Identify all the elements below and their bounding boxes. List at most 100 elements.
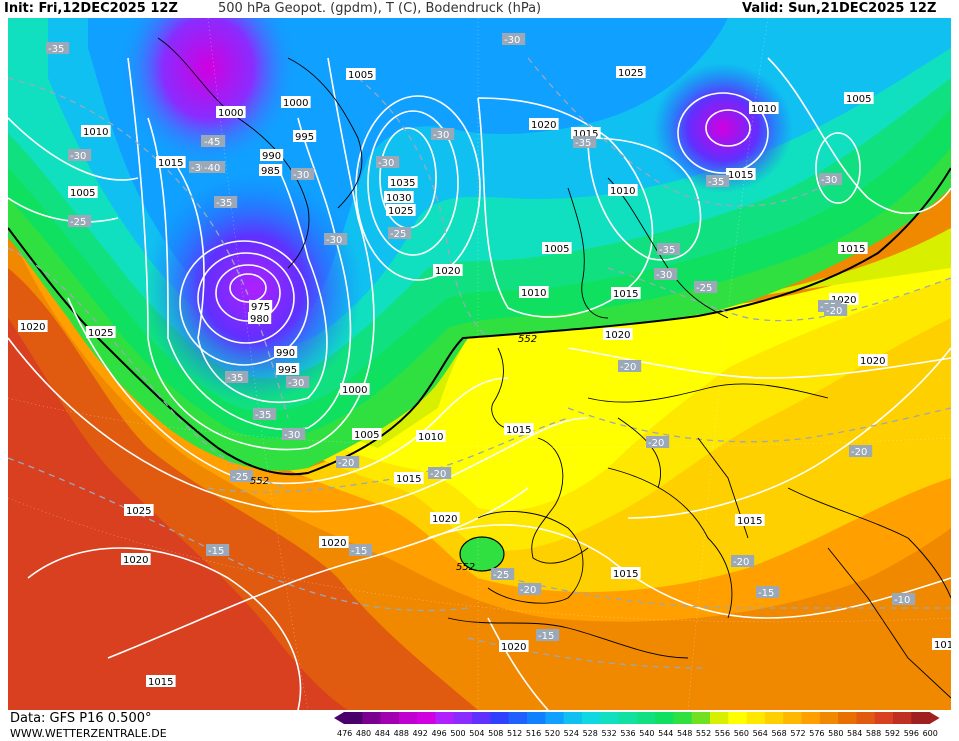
- label-text: -15: [758, 588, 774, 599]
- temp-label: -30: [324, 233, 348, 246]
- legend-swatch: [691, 712, 711, 724]
- legend-tick-label: 488: [394, 729, 409, 738]
- legend-tick-label: 528: [583, 729, 598, 738]
- label-box: [838, 242, 868, 254]
- temp-label: -20: [428, 467, 452, 480]
- temp-label: -25: [694, 281, 718, 294]
- label-text: -30: [326, 235, 342, 246]
- website: WWW.WETTERZENTRALE.DE: [10, 727, 167, 740]
- label-box: [259, 164, 283, 176]
- temp-label: -35: [657, 243, 681, 256]
- pressure-label: 1010: [608, 184, 638, 197]
- label-text: 975: [251, 302, 270, 313]
- label-text: 1025: [388, 206, 413, 217]
- legend-swatch: [673, 712, 693, 724]
- label-box: [536, 629, 560, 641]
- pressure-label: 1015: [735, 514, 765, 527]
- label-text: 552: [456, 562, 475, 573]
- pressure-label: 985: [259, 164, 283, 177]
- label-text: 1020: [860, 356, 885, 367]
- label-text: -25: [493, 570, 509, 581]
- legend-swatch: [398, 712, 418, 724]
- label-text: 1015: [573, 129, 598, 140]
- label-text: 1020: [321, 538, 346, 549]
- label-box: [376, 156, 400, 168]
- temp-label: -35: [225, 371, 249, 384]
- pressure-label: 1010: [416, 430, 446, 443]
- label-box: [491, 568, 515, 580]
- label-text: -10: [894, 595, 910, 606]
- data-source: Data: GFS P16 0.500°: [10, 711, 152, 726]
- label-text: 1005: [354, 430, 379, 441]
- label-text: -30: [70, 151, 86, 162]
- legend-swatch: [856, 712, 876, 724]
- legend-swatch: [344, 712, 363, 724]
- legend-tick-label: 536: [620, 729, 635, 738]
- temp-label: -30: [431, 128, 455, 141]
- label-text: 1000: [283, 98, 308, 109]
- temp-label: -15: [756, 586, 780, 599]
- legend-swatch: [783, 712, 802, 724]
- pressure-label: 1025: [616, 66, 646, 79]
- legend-swatch: [545, 712, 565, 724]
- pressure-label: 990: [274, 346, 298, 359]
- temp-label: -20: [824, 304, 848, 317]
- label-box: [324, 233, 348, 245]
- legend-swatch: [490, 712, 510, 724]
- pressure-label: 1020: [529, 118, 559, 131]
- label-box: [68, 186, 98, 198]
- label-box: [542, 242, 572, 254]
- label-text: 1025: [126, 506, 151, 517]
- legend-tick-label: 524: [564, 729, 579, 738]
- legend-tick-label: 580: [828, 729, 843, 738]
- legend-tick-label: 496: [431, 729, 446, 738]
- pressure-label: 995: [293, 130, 317, 143]
- legend-tick-label: 512: [507, 729, 522, 738]
- label-box: [431, 128, 455, 140]
- label-box: [146, 675, 176, 687]
- temp-label: -20: [336, 456, 360, 469]
- label-box: [274, 346, 298, 358]
- pressure-label: 1025: [86, 326, 116, 339]
- pressure-label: 1015: [394, 472, 424, 485]
- legend-tick-label: 588: [866, 729, 881, 738]
- pressure-label: 1020: [18, 320, 48, 333]
- label-text: -25: [696, 283, 712, 294]
- label-text: 1000: [342, 385, 367, 396]
- label-box: [611, 567, 641, 579]
- label-box: [726, 168, 756, 180]
- legend-arrow-left: [334, 712, 344, 724]
- label-box: [504, 423, 534, 435]
- label-box: [386, 204, 416, 216]
- legend-tick-label: 584: [847, 729, 862, 738]
- label-text: 1025: [618, 68, 643, 79]
- label-box: [206, 544, 230, 556]
- label-box: [849, 445, 873, 457]
- legend-swatch: [380, 712, 400, 724]
- label-text: -20: [620, 362, 636, 373]
- label-box: [86, 326, 116, 338]
- label-box: [124, 504, 154, 516]
- legend-tick-label: 564: [753, 729, 768, 738]
- geo-label: 552: [456, 562, 475, 573]
- label-text: 1020: [432, 514, 457, 525]
- pressure-label: 1020: [430, 512, 460, 525]
- label-box: [68, 149, 92, 161]
- label-box: [336, 456, 360, 468]
- weather-map: 1005 1000 1000 995 990 985 1010 1015 1005 1035 103…: [8, 18, 951, 710]
- label-box: [156, 156, 186, 168]
- pressure-label: 995: [276, 363, 300, 376]
- label-box: [18, 320, 48, 332]
- pressure-label: 1020: [433, 264, 463, 277]
- pressure-label: 1010: [519, 286, 549, 299]
- label-text: -30: [656, 270, 672, 281]
- label-text: -35: [708, 177, 724, 188]
- legend-swatch: [453, 712, 473, 724]
- label-text: 101: [934, 640, 951, 651]
- label-box: [731, 555, 755, 567]
- legend-tick-label: 572: [790, 729, 805, 738]
- chart-title: 500 hPa Geopot. (gpdm), T (C), Bodendruc…: [218, 1, 542, 16]
- legend-tick-label: 480: [356, 729, 371, 738]
- label-box: [819, 173, 843, 185]
- label-box: [932, 638, 951, 650]
